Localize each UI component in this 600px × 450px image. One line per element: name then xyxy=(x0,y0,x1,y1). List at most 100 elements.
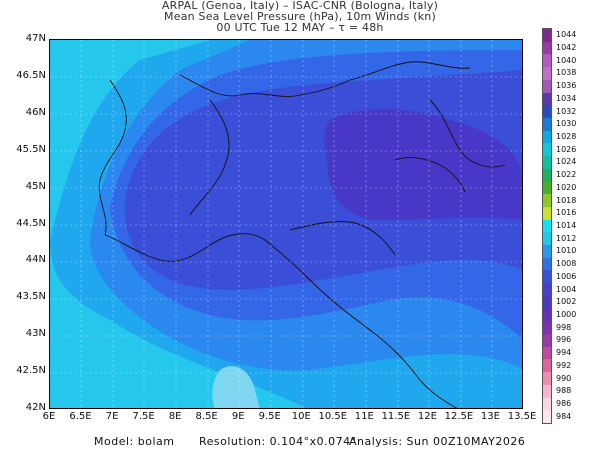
colorbar-cell xyxy=(543,41,551,55)
colorbar-cell xyxy=(543,397,551,411)
colorbar-label: 994 xyxy=(556,348,572,358)
colorbar-label: 1042 xyxy=(556,43,577,53)
lat-label: 42N xyxy=(25,402,46,413)
colorbar-cell xyxy=(543,54,551,68)
colorbar-label: 1020 xyxy=(556,182,577,192)
colorbar-label: 1038 xyxy=(556,68,577,78)
colorbar-cell xyxy=(543,79,551,94)
lon-label: 11.5E xyxy=(381,411,411,422)
title-line-1: ARPAL (Genoa, Italy) – ISAC-CNR (Bologna… xyxy=(161,0,439,12)
resolution-label: Resolution: 0.104°x0.074° xyxy=(199,435,357,448)
colorbar-label: 1028 xyxy=(556,132,577,142)
lon-label: 10.5E xyxy=(318,411,348,422)
colorbar-label: 1026 xyxy=(556,144,577,154)
lon-label: 10E xyxy=(291,411,311,422)
lon-label: 13E xyxy=(480,411,500,422)
colorbar-cell xyxy=(543,372,551,386)
colorbar-cell xyxy=(543,321,551,335)
colorbar-cell xyxy=(543,130,551,144)
colorbar-label: 1006 xyxy=(556,271,577,281)
colorbar-cell xyxy=(543,308,551,322)
colorbar-cell xyxy=(543,105,551,119)
colorbar-cell xyxy=(543,410,551,424)
colorbar-cell xyxy=(543,156,551,170)
title-line-2: Mean Sea Level Pressure (hPa), 10m Winds… xyxy=(164,10,436,23)
colorbar-label: 1040 xyxy=(556,55,577,65)
lat-label: 46.5N xyxy=(16,69,46,81)
colorbar-cell xyxy=(543,359,551,373)
graticule xyxy=(50,40,522,408)
colorbar-cell xyxy=(543,168,551,182)
pressure-band-1004 xyxy=(324,109,522,220)
colorbar-label: 1036 xyxy=(556,81,577,91)
lon-label: 12E xyxy=(417,411,437,422)
colorbar-label: 992 xyxy=(556,360,572,370)
colorbar-label: 1034 xyxy=(556,93,577,103)
pressure-field xyxy=(50,40,522,408)
colorbar-cell xyxy=(543,181,551,195)
lat-label: 42.5N xyxy=(16,365,46,377)
colorbar-cell xyxy=(543,219,551,233)
colorbar-label: 990 xyxy=(556,373,572,383)
lat-label: 47N xyxy=(25,33,46,44)
colorbar-label: 1032 xyxy=(556,106,577,116)
lat-label: 44.5N xyxy=(16,217,46,229)
lon-label: 12.5E xyxy=(444,411,474,422)
lat-label: 46N xyxy=(25,106,46,118)
colorbar-cell xyxy=(543,194,551,208)
colorbar-cell xyxy=(543,295,551,310)
lon-label: 7E xyxy=(105,411,119,422)
colorbar-cell xyxy=(543,232,551,246)
colorbar-cell xyxy=(543,92,551,106)
colorbar-cell xyxy=(543,384,551,399)
colorbar-cell xyxy=(543,29,551,43)
lon-label: 11E xyxy=(354,411,374,422)
lon-label: 8.5E xyxy=(195,411,218,422)
pressure-colorbar xyxy=(542,28,552,424)
model-label: Model: bolam xyxy=(94,435,175,448)
colorbar-label: 1044 xyxy=(556,30,577,40)
title-line-3: 00 UTC Tue 12 MAY – τ = 48h xyxy=(216,21,384,34)
colorbar-label: 1008 xyxy=(556,259,577,269)
map-title: ARPAL (Genoa, Italy) – ISAC-CNR (Bologna… xyxy=(0,0,600,33)
colorbar-cell xyxy=(543,346,551,360)
colorbar-label: 1014 xyxy=(556,221,577,230)
lat-label: 43.5N xyxy=(16,291,46,303)
colorbar-label: 986 xyxy=(556,398,572,408)
pressure-band-light xyxy=(212,366,260,408)
colorbar-cell xyxy=(543,245,551,259)
colorbar-cell xyxy=(543,257,551,271)
colorbar-cell xyxy=(543,270,551,284)
colorbar-cell xyxy=(543,67,551,81)
lat-label: 43N xyxy=(25,328,46,340)
colorbar-cell xyxy=(543,117,551,132)
colorbar-label: 1004 xyxy=(556,284,577,294)
analysis-label: Analysis: Sun 00Z10MAY2026 xyxy=(349,435,526,448)
colorbar-cell xyxy=(543,283,551,297)
colorbar-label: 1018 xyxy=(556,195,577,205)
lat-label: 44N xyxy=(25,254,46,266)
colorbar-label: 996 xyxy=(556,335,572,345)
colorbar-cell xyxy=(543,143,551,157)
colorbar-label: 1022 xyxy=(556,170,577,180)
colorbar-label: 984 xyxy=(556,411,572,421)
lon-label: 6E xyxy=(42,411,56,422)
colorbar-cell xyxy=(543,206,551,221)
lon-label: 9E xyxy=(231,411,245,422)
colorbar-label: 998 xyxy=(556,322,572,332)
lon-label: 6.5E xyxy=(69,411,92,422)
colorbar-label: 988 xyxy=(556,386,572,396)
colorbar-label: 1002 xyxy=(556,297,577,307)
colorbar-label: 1024 xyxy=(556,157,577,167)
lon-label: 9.5E xyxy=(258,411,281,422)
colorbar-label: 1010 xyxy=(556,246,577,256)
colorbar-label: 1030 xyxy=(556,119,577,129)
coastlines xyxy=(98,61,506,408)
colorbar-label: 1000 xyxy=(556,309,577,319)
colorbar-label: 1016 xyxy=(556,208,577,218)
lon-label: 7.5E xyxy=(132,411,155,422)
lon-label: 8E xyxy=(168,411,182,422)
colorbar-label: 1012 xyxy=(556,233,577,243)
lon-label: 13.5E xyxy=(507,411,537,422)
lat-label: 45N xyxy=(25,180,46,192)
